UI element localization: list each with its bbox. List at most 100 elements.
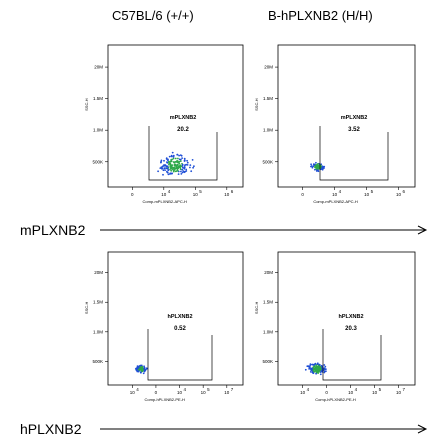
scatter-point [144,368,147,371]
scatter-point [323,371,326,374]
y-tick-label: 20M [264,270,273,275]
scatter-point [157,170,160,173]
x-axis-title: Comp-mPLXNB2-APC-H [142,199,187,204]
scatter-point [317,366,320,368]
gate-label: mPLXNB2 [341,115,368,121]
scatter-point [186,164,189,166]
scatter-point [311,166,314,169]
scatter-point [185,168,188,171]
row-label-mplxnb2: mPLXNB2 [20,222,86,238]
scatter-point [309,363,312,366]
scatter-point [182,170,185,173]
scatter-point [189,166,191,169]
y-tick-label: 1.5M [93,96,103,101]
scatter-point [172,154,175,157]
scatter-point [315,166,317,169]
scatter-point [168,155,171,158]
scatter-point [167,160,170,163]
scatter-point [174,161,176,163]
scatter-point [318,364,321,366]
scatter-point [304,368,307,371]
scatter-point [316,367,319,370]
scatter-point [166,165,169,168]
scatter-point [169,168,171,171]
x-tick-exponent: 4 [168,189,171,194]
scatter-point [315,161,317,164]
scatter-point [140,371,142,374]
scatter-point [171,151,174,154]
scatter-point [319,373,322,376]
scatter-point [186,161,189,164]
x-tick-exponent: 4 [307,387,310,392]
scatter-point [167,159,169,162]
scatter-point [178,158,181,161]
gate-outline [147,329,213,381]
scatter-point [181,171,184,174]
scatter-point [316,371,319,374]
x-tick-label: 10 [224,390,230,395]
x-tick-label: 10 [348,390,354,395]
x-tick-exponent: 6 [231,189,234,194]
y-axis-title: SSC-H [254,98,259,111]
y-tick-label: 500K [262,359,273,364]
scatter-point [186,159,189,162]
row-arrow-mplxnb2-head [417,225,428,235]
scatter-point [310,163,312,166]
scatter-point [310,165,312,168]
scatter-point [174,170,177,173]
scatter-point [177,173,180,176]
scatter-point [140,366,143,369]
scatter-point [140,364,143,367]
y-tick-label: 1.0M [93,128,103,133]
x-tick-label: 10 [224,192,230,197]
row-arrow-hplxnb2-head [417,424,428,434]
scatter-point [159,167,162,170]
scatter-point [180,170,182,173]
scatter-point [309,364,311,367]
x-tick-exponent: 4 [136,387,139,392]
scatter-point [191,159,194,161]
x-tick-exponent: 4 [355,387,358,392]
scatter-point [166,170,168,173]
x-tick-label: 10 [161,192,167,197]
x-tick-label: 10 [201,390,207,395]
scatter-point [306,365,309,368]
gate-percent: 20.3 [345,326,357,332]
x-axis-title: Comp-hPLXNB2-PE-H [144,397,185,402]
y-tick-label: 20M [264,65,273,70]
scatter-point [314,165,316,168]
scatter-point [175,160,178,163]
scatter-point [170,160,173,163]
y-tick-label: 500K [92,359,103,364]
scatter-point [313,163,316,166]
scatter-point [172,169,175,172]
gate-outline [322,329,382,381]
x-axis-title: Comp-hPLXNB2-PE-H [315,397,356,402]
scatter-point [312,366,315,368]
scatter-point [137,370,140,373]
scatter-point [163,159,165,162]
scatter-point [181,168,184,171]
gate-percent: 3.52 [348,127,360,133]
scatter-point [320,364,323,367]
scatter-point [183,166,186,169]
y-tick-label: 1.0M [93,329,103,334]
scatter-point [193,165,195,168]
scatter-point [143,370,146,373]
scatter-point [139,364,142,367]
scatter-point [181,157,184,160]
scatter-point [325,368,327,370]
scatter-point [324,365,327,368]
scatter-point [312,369,315,372]
scatter-point [182,166,184,169]
scatter-point [314,366,317,369]
scatter-point [170,155,173,158]
scatter-point [171,172,173,175]
scatter-point [314,370,317,372]
scatter-point [170,159,173,161]
x-tick-label: 10 [193,192,199,197]
scatter-point [172,157,175,160]
scatter-point [164,167,167,170]
x-tick-label: 0 [155,390,158,395]
